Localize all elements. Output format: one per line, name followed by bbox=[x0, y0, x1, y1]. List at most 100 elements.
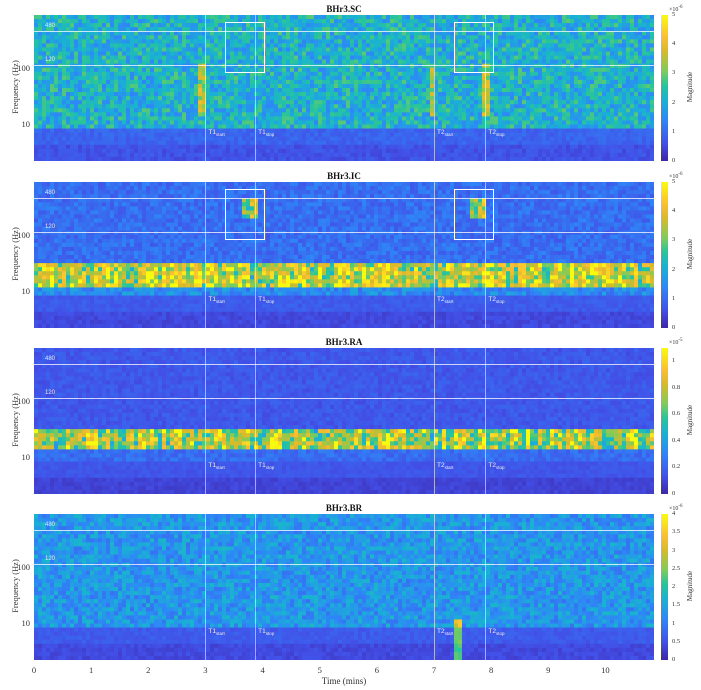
marker-name: T2 bbox=[488, 296, 496, 303]
marker-name: T1 bbox=[258, 296, 266, 303]
marker-t2-start-line bbox=[434, 514, 435, 660]
reference-line-label: 120 bbox=[45, 57, 55, 63]
marker-subscript: stop bbox=[266, 465, 275, 470]
colorbar-label: Magnitude bbox=[686, 57, 694, 117]
marker-subscript: stop bbox=[266, 631, 275, 636]
colorbar bbox=[661, 182, 668, 328]
marker-subscript: stop bbox=[266, 299, 275, 304]
exponent-base: ×10 bbox=[669, 7, 678, 13]
y-tick-label: 10 bbox=[6, 119, 31, 129]
marker-subscript: start bbox=[445, 631, 454, 636]
spectrogram-plot: 480 120 T1start T1stop T2start T2stop bbox=[34, 15, 654, 161]
x-tick-label: 4 bbox=[253, 665, 273, 675]
reference-line-120hz bbox=[34, 64, 654, 66]
exponent-power: -6 bbox=[678, 5, 682, 10]
spectrogram-image bbox=[34, 15, 654, 161]
colorbar bbox=[661, 15, 668, 161]
highlight-box-2 bbox=[454, 21, 494, 74]
marker-t2-stop-label: T2stop bbox=[488, 462, 504, 470]
colorbar-tick: 0.8 bbox=[672, 384, 680, 391]
y-tick-label: 10 bbox=[6, 286, 31, 296]
x-tick-label: 3 bbox=[195, 665, 215, 675]
marker-subscript: stop bbox=[266, 132, 275, 137]
marker-name: T2 bbox=[488, 462, 496, 469]
marker-t2-start-line bbox=[434, 348, 435, 494]
marker-subscript: start bbox=[216, 132, 225, 137]
marker-t1-start-label: T1start bbox=[208, 628, 224, 636]
reference-line-120hz bbox=[34, 231, 654, 233]
marker-subscript: stop bbox=[496, 631, 505, 636]
marker-name: T2 bbox=[437, 628, 445, 635]
marker-t1-start-label: T1start bbox=[208, 462, 224, 470]
marker-t1-start-label: T1start bbox=[208, 129, 224, 137]
x-tick-label: 5 bbox=[310, 665, 330, 675]
marker-subscript: start bbox=[445, 132, 454, 137]
marker-t2-stop-line bbox=[485, 348, 487, 494]
x-tick-label: 9 bbox=[538, 665, 558, 675]
marker-subscript: start bbox=[216, 465, 225, 470]
colorbar-tick: 3 bbox=[672, 547, 675, 554]
marker-name: T1 bbox=[208, 462, 216, 469]
panel-title: BHr3.BR bbox=[34, 503, 654, 513]
exponent-base: ×10 bbox=[669, 174, 678, 180]
marker-subscript: start bbox=[445, 299, 454, 304]
colorbar-tick: 1 bbox=[672, 357, 675, 364]
marker-t2-start-label: T2start bbox=[437, 296, 453, 304]
reference-line-label: 120 bbox=[45, 390, 55, 396]
reference-line-480hz bbox=[34, 364, 654, 366]
spectrogram-image bbox=[34, 514, 654, 660]
colorbar-label: Magnitude bbox=[686, 224, 694, 284]
colorbar-tick: 1.5 bbox=[672, 601, 680, 608]
x-tick-label: 6 bbox=[367, 665, 387, 675]
reference-line-label: 480 bbox=[45, 522, 55, 528]
marker-t1-start-line bbox=[205, 182, 207, 328]
marker-subscript: stop bbox=[496, 132, 505, 137]
marker-name: T2 bbox=[488, 628, 496, 635]
marker-t1-stop-line bbox=[255, 182, 257, 328]
marker-name: T1 bbox=[208, 296, 216, 303]
colorbar-tick: 4 bbox=[672, 207, 675, 214]
colorbar-exponent: ×10-6 bbox=[669, 504, 683, 512]
reference-line-120hz bbox=[34, 563, 654, 565]
highlight-box-1 bbox=[225, 188, 266, 241]
marker-name: T1 bbox=[258, 129, 266, 136]
marker-t1-start-label: T1start bbox=[208, 296, 224, 304]
marker-t1-stop-line bbox=[255, 15, 257, 161]
marker-subscript: start bbox=[216, 631, 225, 636]
colorbar-tick: 5 bbox=[672, 11, 675, 18]
x-tick-label: 1 bbox=[81, 665, 101, 675]
x-tick-label: 7 bbox=[424, 665, 444, 675]
marker-name: T1 bbox=[258, 462, 266, 469]
marker-name: T1 bbox=[258, 628, 266, 635]
marker-t2-start-line bbox=[434, 15, 435, 161]
highlight-box-2 bbox=[454, 188, 494, 241]
marker-t1-start-line bbox=[205, 15, 207, 161]
highlight-box-1 bbox=[225, 21, 266, 74]
colorbar-tick: 1 bbox=[672, 128, 675, 135]
x-tick-label: 2 bbox=[138, 665, 158, 675]
colorbar-tick: 2 bbox=[672, 583, 675, 590]
colorbar-tick: 0.4 bbox=[672, 437, 680, 444]
marker-t2-stop-line bbox=[485, 15, 487, 161]
colorbar-exponent: ×10-6 bbox=[669, 172, 683, 180]
exponent-power: -6 bbox=[678, 504, 682, 509]
spectrogram-plot: 480 120 T1start T1stop T2start T2stop bbox=[34, 514, 654, 660]
exponent-base: ×10 bbox=[669, 340, 678, 346]
marker-t2-start-label: T2start bbox=[437, 462, 453, 470]
marker-name: T2 bbox=[437, 129, 445, 136]
colorbar-tick: 4 bbox=[672, 510, 675, 517]
exponent-power: -5 bbox=[678, 338, 682, 343]
colorbar-tick: 2 bbox=[672, 266, 675, 273]
marker-t1-stop-label: T1stop bbox=[258, 628, 274, 636]
marker-name: T1 bbox=[208, 628, 216, 635]
y-tick-label: 10 bbox=[6, 618, 31, 628]
colorbar-tick: 0 bbox=[672, 490, 675, 497]
colorbar-tick: 3.5 bbox=[672, 528, 680, 535]
marker-name: T1 bbox=[208, 129, 216, 136]
marker-t2-stop-label: T2stop bbox=[488, 296, 504, 304]
y-tick-label: 100 bbox=[6, 230, 30, 240]
reference-line-480hz bbox=[34, 31, 654, 33]
x-tick-label: 10 bbox=[595, 665, 615, 675]
marker-t1-stop-line bbox=[255, 514, 257, 660]
marker-name: T2 bbox=[437, 296, 445, 303]
